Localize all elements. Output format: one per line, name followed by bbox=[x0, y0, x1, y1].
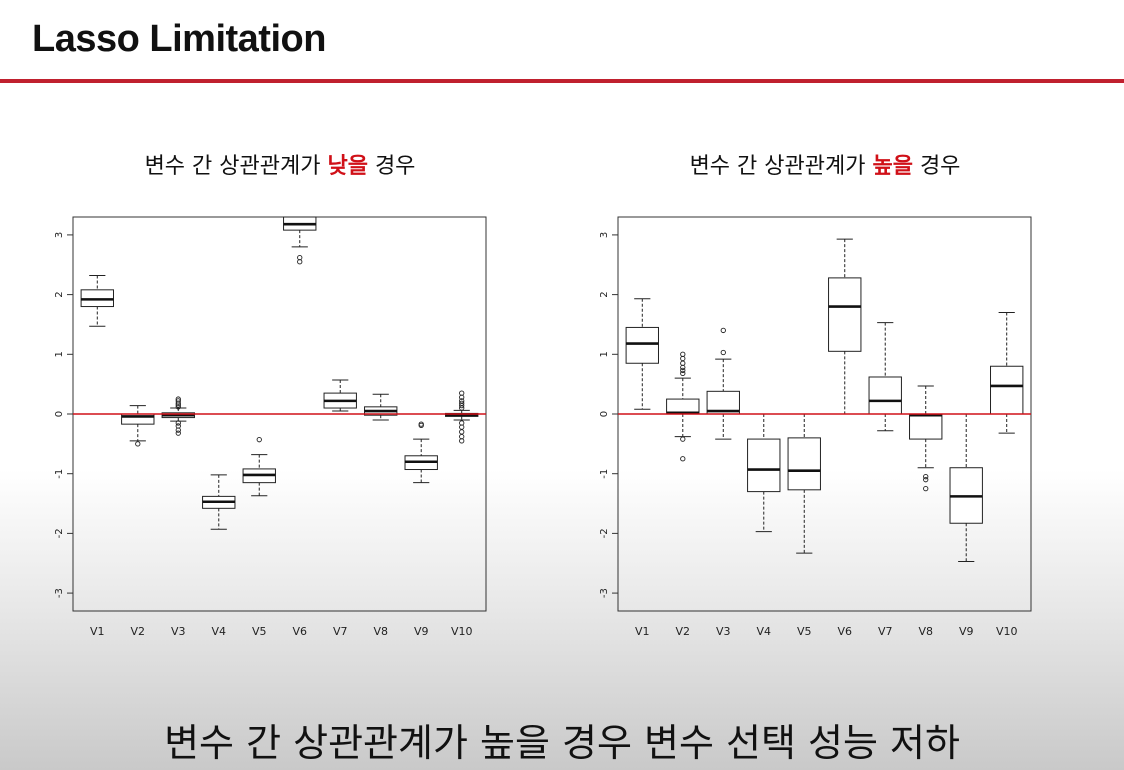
box-iqr bbox=[828, 277, 862, 352]
x-tick-label: V8 bbox=[373, 625, 388, 638]
outlier-point bbox=[459, 390, 465, 396]
box-iqr bbox=[990, 365, 1024, 415]
x-tick-label: V1 bbox=[90, 625, 105, 638]
y-tick-label: 2 bbox=[54, 291, 65, 297]
outlier-point bbox=[175, 420, 181, 426]
box-iqr bbox=[868, 376, 902, 415]
outlier-point bbox=[680, 370, 686, 377]
x-tick-label: V2 bbox=[131, 625, 146, 638]
box-v4 bbox=[202, 474, 236, 530]
y-tick-label: -2 bbox=[54, 528, 65, 538]
box-v6 bbox=[283, 216, 317, 265]
box-v8 bbox=[364, 393, 398, 421]
outlier-point bbox=[297, 259, 303, 265]
slide-caption: 변수 간 상관관계가 높을 경우 변수 선택 성능 저하 bbox=[164, 721, 960, 765]
outlier-point bbox=[135, 441, 141, 447]
x-tick-label: V9 bbox=[414, 625, 429, 638]
box-iqr bbox=[625, 326, 659, 364]
outlier-point bbox=[923, 474, 929, 480]
panel-right-subtitle: 변수 간 상관관계가 높을 경우 bbox=[645, 148, 1005, 180]
outlier-point bbox=[459, 438, 465, 444]
x-tick-label: V10 bbox=[451, 625, 473, 638]
x-tick-label: V6 bbox=[837, 625, 852, 638]
box-iqr bbox=[909, 413, 943, 440]
box-v8 bbox=[909, 385, 943, 492]
outlier-point bbox=[459, 429, 465, 435]
box-v4 bbox=[747, 413, 781, 533]
subtitle-text: 경우 bbox=[912, 154, 961, 179]
box-v10 bbox=[990, 312, 1024, 434]
outlier-point bbox=[680, 367, 686, 374]
x-tick-label: V4 bbox=[756, 625, 771, 638]
outlier-point bbox=[680, 436, 686, 442]
outlier-point bbox=[175, 404, 181, 410]
box-v3 bbox=[706, 327, 740, 440]
box-v9 bbox=[404, 421, 438, 484]
boxplot-high-correlation: -3 -2 -1 0 1 2 3 V1 V2 V3 V4 V5 V6 V7 V8 V9 V10 bbox=[599, 216, 1032, 638]
y-tick-label: -1 bbox=[54, 469, 65, 479]
y-tick-label: -1 bbox=[599, 469, 610, 479]
box-v1 bbox=[625, 298, 659, 410]
subtitle-text: 경우 bbox=[367, 154, 416, 179]
box-v5 bbox=[242, 437, 276, 497]
box-v7 bbox=[868, 322, 902, 432]
y-tick-label: 0 bbox=[54, 411, 65, 417]
outlier-point bbox=[175, 430, 181, 436]
box-v3 bbox=[161, 396, 195, 436]
x-tick-label: V9 bbox=[959, 625, 974, 638]
outlier-point bbox=[680, 456, 686, 462]
box-v1 bbox=[80, 275, 114, 327]
outlier-point bbox=[418, 422, 424, 428]
outlier-point bbox=[720, 349, 726, 356]
x-tick-label: V3 bbox=[716, 625, 731, 638]
outlier-point bbox=[175, 427, 181, 433]
box-v2 bbox=[121, 405, 155, 447]
boxplot-low-correlation: -3 -2 -1 0 1 2 3 V1 V2 V3 V4 V5 V6 V7 V8 V9 V10 bbox=[54, 216, 487, 638]
x-tick-label: V7 bbox=[333, 625, 348, 638]
y-tick-label: 3 bbox=[54, 232, 65, 238]
title-divider bbox=[0, 79, 1124, 83]
slide-title: Lasso Limitation bbox=[32, 18, 326, 60]
box-v9 bbox=[949, 413, 983, 562]
outlier-point bbox=[256, 437, 262, 443]
x-tick-label: V6 bbox=[292, 625, 307, 638]
subtitle-highlight: 낮을 bbox=[327, 154, 368, 179]
y-tick-label: -2 bbox=[599, 528, 610, 538]
outlier-point bbox=[923, 485, 929, 492]
box-iqr bbox=[787, 437, 821, 491]
outlier-point bbox=[459, 398, 465, 404]
subtitle-text: 변수 간 상관관계가 bbox=[689, 154, 873, 179]
outlier-point bbox=[680, 351, 686, 357]
y-tick-label: 1 bbox=[599, 351, 610, 357]
outlier-point bbox=[175, 398, 181, 404]
box-v7 bbox=[323, 379, 357, 412]
y-tick-label: 0 bbox=[599, 411, 610, 417]
y-tick-label: 2 bbox=[599, 291, 610, 297]
y-tick-label: -3 bbox=[54, 588, 65, 598]
box-v2 bbox=[666, 351, 700, 462]
x-tick-label: V10 bbox=[996, 625, 1018, 638]
box-v5 bbox=[787, 413, 821, 554]
y-tick-label: 1 bbox=[54, 351, 65, 357]
x-tick-label: V5 bbox=[252, 625, 267, 638]
subtitle-text: 변수 간 상관관계가 bbox=[144, 154, 328, 179]
x-tick-label: V1 bbox=[635, 625, 650, 638]
x-tick-label: V8 bbox=[918, 625, 933, 638]
x-tick-label: V5 bbox=[797, 625, 812, 638]
y-tick-label: -3 bbox=[599, 588, 610, 598]
x-tick-label: V3 bbox=[171, 625, 186, 638]
box-iqr bbox=[747, 438, 781, 493]
y-tick-label: 3 bbox=[599, 232, 610, 238]
outlier-point bbox=[459, 400, 465, 406]
outlier-point bbox=[923, 477, 929, 483]
subtitle-highlight: 높을 bbox=[872, 154, 913, 179]
box-v6 bbox=[828, 238, 862, 415]
panel-left-subtitle: 변수 간 상관관계가 낮을 경우 bbox=[100, 148, 460, 180]
x-tick-label: V2 bbox=[676, 625, 691, 638]
outlier-point bbox=[175, 396, 181, 402]
x-tick-label: V7 bbox=[878, 625, 893, 638]
outlier-point bbox=[720, 327, 726, 334]
x-tick-label: V4 bbox=[211, 625, 226, 638]
box-v10 bbox=[445, 390, 479, 444]
